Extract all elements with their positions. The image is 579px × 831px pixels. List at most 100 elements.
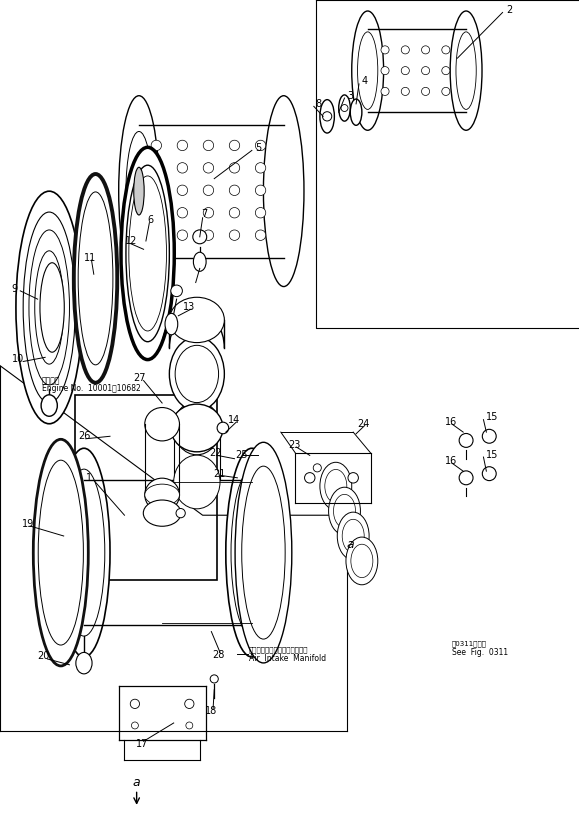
Circle shape [185,699,194,709]
Ellipse shape [193,253,206,271]
Text: 23: 23 [288,440,301,450]
Circle shape [151,230,162,240]
Circle shape [255,230,266,240]
Text: 6: 6 [147,215,153,225]
Ellipse shape [76,652,92,674]
Ellipse shape [134,167,144,215]
Text: 18: 18 [205,706,217,715]
Circle shape [422,66,430,75]
Text: 9: 9 [12,284,18,294]
Ellipse shape [171,404,223,452]
Circle shape [482,467,496,480]
Text: a: a [133,776,141,789]
Circle shape [186,722,193,729]
Circle shape [131,722,138,729]
Text: Air  Intake  Manifold: Air Intake Manifold [249,654,326,662]
Ellipse shape [342,519,364,553]
Text: エアーインテークマニホールド: エアーインテークマニホールド [249,647,309,653]
Text: 20: 20 [38,652,50,661]
Ellipse shape [74,174,117,383]
Circle shape [171,285,182,297]
Ellipse shape [334,494,356,528]
Circle shape [442,66,450,75]
Ellipse shape [145,407,179,441]
Text: 適用号機: 適用号機 [42,376,60,385]
Circle shape [482,430,496,443]
Circle shape [177,185,188,195]
Circle shape [203,163,214,173]
Text: 1: 1 [86,473,92,483]
Circle shape [381,66,389,75]
Circle shape [401,66,409,75]
Ellipse shape [174,401,220,455]
Ellipse shape [346,537,378,585]
Ellipse shape [320,462,351,510]
Ellipse shape [169,337,224,411]
Text: 12: 12 [124,236,137,246]
Circle shape [381,46,389,54]
Ellipse shape [63,470,105,636]
Text: 28: 28 [212,650,225,660]
Circle shape [459,471,473,484]
Circle shape [203,230,214,240]
Text: 14: 14 [228,415,240,425]
Ellipse shape [40,263,64,352]
Ellipse shape [16,191,83,424]
Bar [75,395,217,579]
Ellipse shape [145,484,179,505]
Circle shape [305,473,315,483]
Text: 26: 26 [78,431,90,441]
Ellipse shape [175,346,218,402]
Circle shape [177,163,188,173]
Circle shape [177,230,188,240]
Circle shape [151,140,162,150]
Ellipse shape [38,460,83,645]
Circle shape [323,111,332,121]
Text: 27: 27 [133,373,146,383]
Circle shape [255,163,266,173]
Ellipse shape [119,96,159,287]
Circle shape [255,185,266,195]
Circle shape [151,163,162,173]
Text: 8: 8 [316,99,322,109]
Ellipse shape [263,96,304,287]
Circle shape [255,140,266,150]
Text: 21: 21 [213,469,225,479]
Text: 11: 11 [84,253,96,263]
Ellipse shape [78,192,113,365]
Ellipse shape [339,95,350,121]
Text: 19: 19 [22,519,34,529]
Ellipse shape [29,230,69,385]
Ellipse shape [351,11,383,130]
Circle shape [229,140,240,150]
Ellipse shape [235,442,292,663]
Circle shape [229,208,240,218]
Text: 25: 25 [235,450,248,460]
Ellipse shape [226,448,278,657]
Circle shape [203,208,214,218]
Circle shape [229,185,240,195]
Circle shape [176,509,185,518]
Circle shape [255,208,266,218]
Text: 3: 3 [347,91,354,101]
Text: 24: 24 [357,419,369,429]
Circle shape [203,140,214,150]
Circle shape [177,140,188,150]
Ellipse shape [350,99,362,125]
Circle shape [210,675,218,683]
Circle shape [422,87,430,96]
Ellipse shape [456,32,476,110]
Circle shape [229,163,240,173]
Circle shape [442,87,450,96]
Ellipse shape [145,478,179,512]
Ellipse shape [241,466,285,639]
Text: 17: 17 [136,739,148,749]
Ellipse shape [58,448,110,657]
Circle shape [313,464,321,472]
Ellipse shape [325,470,347,503]
Circle shape [459,434,473,447]
Ellipse shape [231,470,273,636]
Text: a: a [346,538,354,551]
Ellipse shape [337,512,369,560]
Text: Engine No.  10001～10682: Engine No. 10001～10682 [42,385,141,393]
